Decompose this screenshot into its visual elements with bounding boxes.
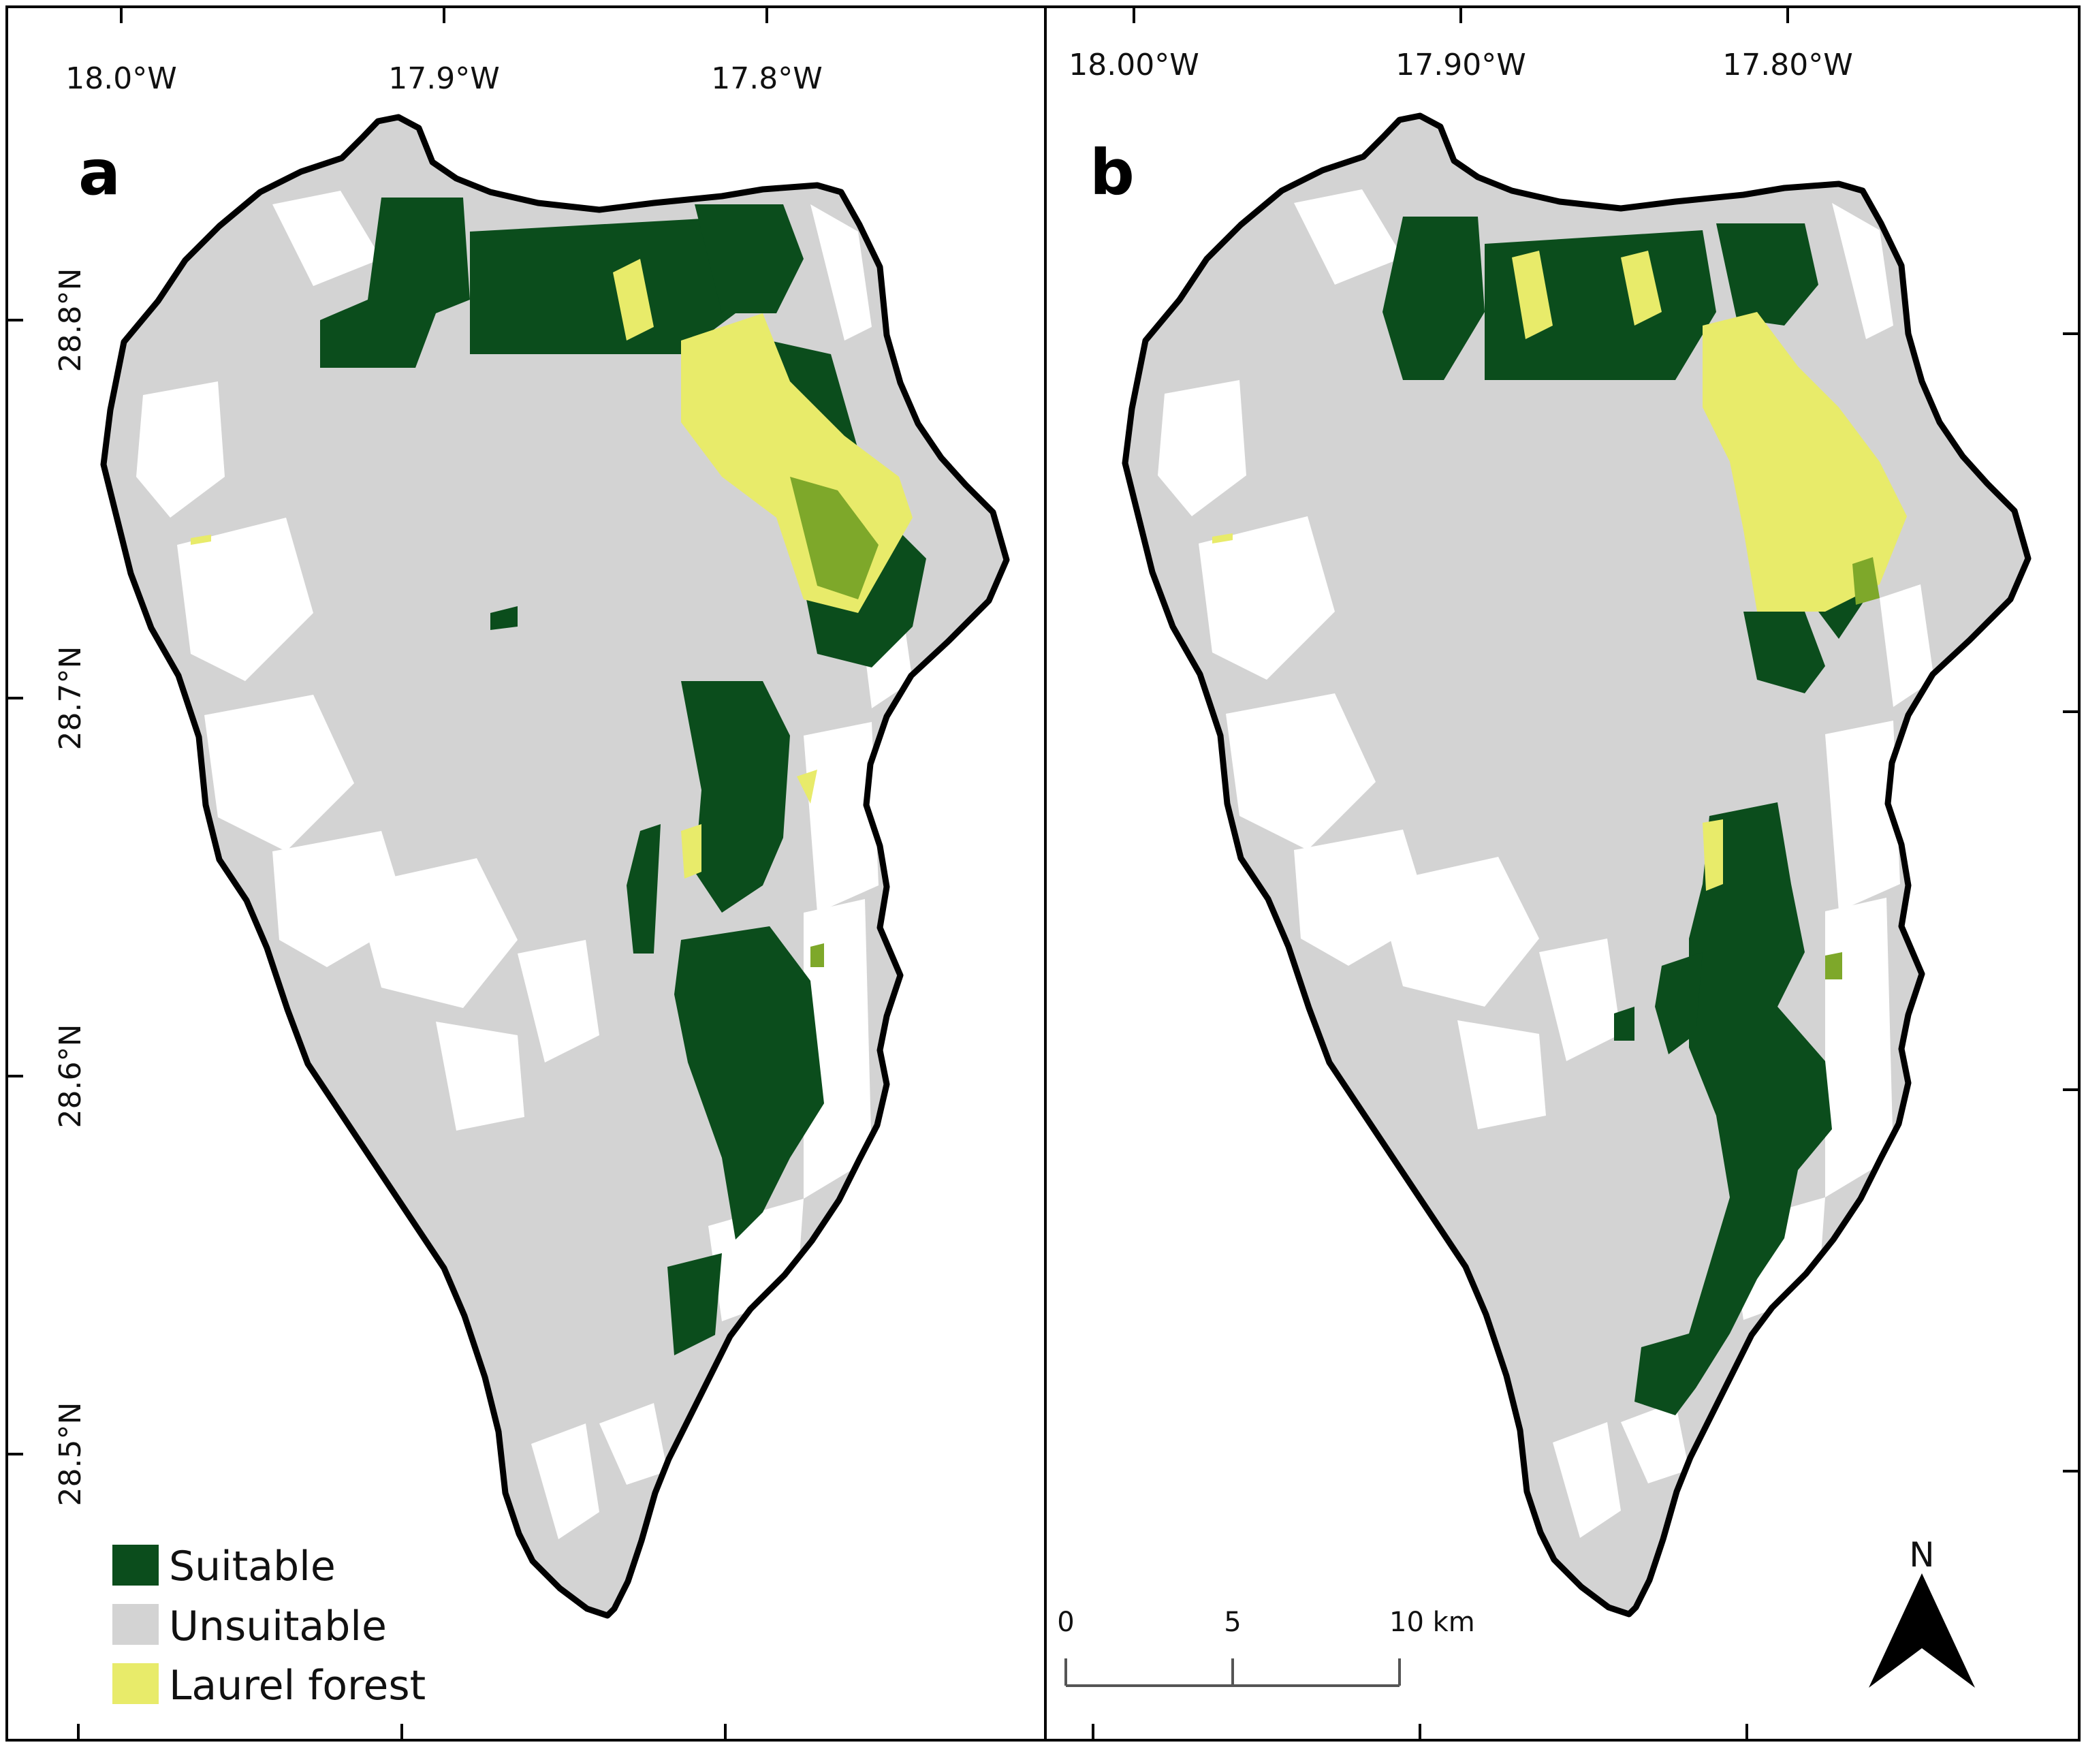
- panel-b-white-patches: [1158, 189, 1934, 1538]
- panel-b-laurel-areas: [1212, 251, 1907, 891]
- scale-label-10: 10 km: [1389, 1607, 1475, 1638]
- scale-bar-line: [1064, 1658, 1401, 1687]
- panel-b-suitable-areas: [1382, 217, 1866, 1415]
- north-arrow-label: N: [1909, 1535, 1934, 1575]
- panel-a-map: [104, 117, 1007, 1616]
- panel-a-lat-tick-0: 28.8°N: [53, 268, 88, 373]
- panel-b-lon-tick-0: 18.00°W: [1069, 48, 1199, 82]
- panel-b-letter: b: [1090, 136, 1135, 209]
- legend-label-suitable: Suitable: [169, 1543, 336, 1590]
- panel-b-lon-tick-2: 17.80°W: [1722, 48, 1852, 82]
- legend-label-laurel: Laurel forest: [169, 1662, 426, 1710]
- panel-a-lat-tick-3: 28.5°N: [53, 1402, 88, 1507]
- scale-bar: 0 5 10 km: [1057, 1607, 1475, 1687]
- panel-a-lon-tick-1: 17.9°W: [388, 61, 499, 96]
- panel-a-lat-tick-2: 28.6°N: [53, 1024, 88, 1129]
- north-arrow-icon: N: [1869, 1535, 1975, 1688]
- panel-b-overlap-areas: [1825, 557, 1880, 979]
- panel-b-lon-tick-marks: [1092, 7, 2079, 1740]
- panel-a-letter: a: [78, 136, 121, 209]
- panel-a-lat-tick-1: 28.7°N: [53, 646, 88, 751]
- scale-label-0: 0: [1057, 1607, 1074, 1638]
- panel-a-lon-tick-2: 17.8°W: [711, 61, 822, 96]
- panel-a-lon-tick-0: 18.0°W: [65, 61, 176, 96]
- panel-a-lon-tick-marks: [77, 7, 768, 1740]
- panel-b-map: [1125, 116, 2028, 1614]
- legend-swatch-laurel: [112, 1663, 159, 1704]
- panel-b: 18.00°W 17.90°W 17.80°W b: [1057, 7, 2079, 1740]
- panel-a-overlap-areas: [790, 477, 879, 967]
- panel-a-white-patches: [136, 191, 913, 1539]
- panel-a-lat-tick-marks: [7, 319, 23, 1455]
- legend-label-unsuitable: Unsuitable: [169, 1603, 387, 1650]
- legend-swatch-suitable: [112, 1545, 159, 1586]
- scale-label-5: 5: [1224, 1607, 1241, 1638]
- panel-b-lon-tick-1: 17.90°W: [1395, 48, 1526, 82]
- panel-a: 18.0°W 17.9°W 17.8°W 28.8°N 28.7°N 28.6°…: [7, 7, 1007, 1740]
- legend: Suitable Unsuitable Laurel forest: [112, 1543, 426, 1710]
- legend-swatch-unsuitable: [112, 1604, 159, 1645]
